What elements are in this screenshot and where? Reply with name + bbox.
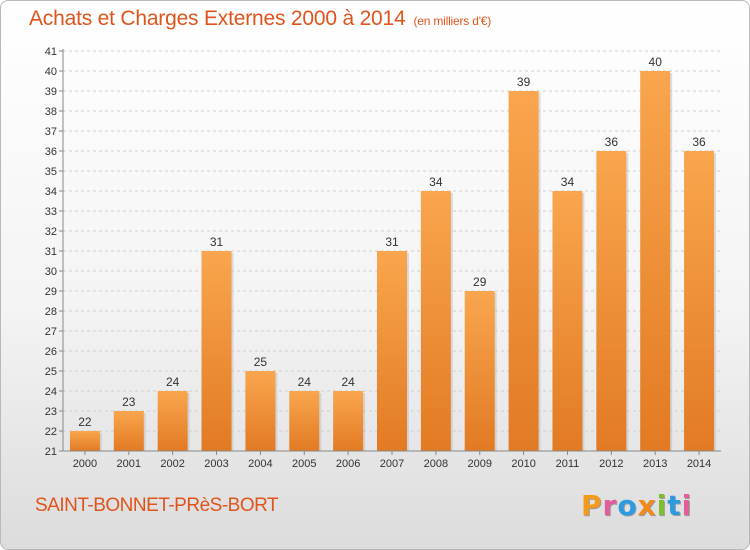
bar-value-label: 31 bbox=[385, 235, 399, 249]
bar-value-label: 31 bbox=[210, 235, 224, 249]
bar-2008[interactable] bbox=[420, 191, 451, 451]
bar-value-label: 36 bbox=[692, 135, 706, 149]
y-tick-label: 38 bbox=[45, 106, 57, 118]
y-tick-label: 36 bbox=[45, 146, 57, 158]
x-tick-label: 2011 bbox=[556, 458, 580, 470]
bar-value-label: 24 bbox=[298, 375, 312, 389]
y-tick-label: 30 bbox=[45, 266, 57, 278]
bar-2009[interactable] bbox=[464, 291, 495, 451]
bar-2001[interactable] bbox=[113, 411, 144, 451]
y-tick-label: 25 bbox=[45, 366, 57, 378]
y-tick-label: 32 bbox=[45, 226, 57, 238]
x-tick-label: 2014 bbox=[687, 458, 711, 470]
bar-2004[interactable] bbox=[245, 371, 276, 451]
bar-value-label: 29 bbox=[473, 275, 487, 289]
chart-title-text: Achats et Charges Externes 2000 à 2014 bbox=[29, 7, 406, 30]
bars: 22 23 24 31 25 24 24 31 34 29 39 34 36 40 36 bbox=[69, 55, 717, 451]
bar-2012[interactable] bbox=[596, 151, 627, 451]
bar-value-label: 23 bbox=[122, 395, 136, 409]
y-tick-label: 41 bbox=[45, 46, 57, 58]
y-tick-label: 37 bbox=[45, 126, 57, 138]
logo-letter: P bbox=[581, 489, 603, 522]
logo-letter: x bbox=[637, 489, 657, 522]
bar-2002[interactable] bbox=[157, 391, 188, 451]
bar-value-label: 24 bbox=[166, 375, 180, 389]
x-tick-label: 2002 bbox=[160, 458, 184, 470]
bar-2005[interactable] bbox=[289, 391, 320, 451]
logo-letter: r bbox=[602, 489, 618, 522]
x-tick-label: 2009 bbox=[467, 458, 491, 470]
logo-letter: o bbox=[617, 489, 638, 522]
y-tick-label: 33 bbox=[45, 206, 57, 218]
x-tick-label: 2000 bbox=[73, 458, 97, 470]
bar-2013[interactable] bbox=[640, 71, 671, 451]
bar-2006[interactable] bbox=[333, 391, 364, 451]
x-tick-label: 2005 bbox=[292, 458, 316, 470]
bar-value-label: 25 bbox=[254, 355, 268, 369]
bar-2010[interactable] bbox=[508, 91, 539, 451]
y-tick-label: 24 bbox=[45, 386, 57, 398]
x-tick-label: 2007 bbox=[380, 458, 404, 470]
chart-title: Achats et Charges Externes 2000 à 2014 (e… bbox=[29, 7, 491, 31]
logo-letter: i bbox=[656, 489, 668, 522]
y-tick-label: 39 bbox=[45, 86, 57, 98]
x-tick-label: 2012 bbox=[599, 458, 623, 470]
bar-2011[interactable] bbox=[552, 191, 583, 451]
y-tick-label: 34 bbox=[45, 186, 57, 198]
y-tick-label: 21 bbox=[45, 446, 57, 458]
bar-value-label: 36 bbox=[605, 135, 619, 149]
bar-2003[interactable] bbox=[201, 251, 232, 451]
y-tick-label: 23 bbox=[45, 406, 57, 418]
proxiti-logo[interactable]: Proxiti bbox=[581, 489, 692, 522]
bar-value-label: 39 bbox=[517, 75, 531, 89]
x-tick-label: 2003 bbox=[204, 458, 228, 470]
logo-letter: t bbox=[667, 489, 682, 522]
bar-2000[interactable] bbox=[69, 431, 100, 451]
city-name: SAINT-BONNET-PRèS-BORT bbox=[35, 495, 279, 516]
bar-value-label: 34 bbox=[429, 175, 443, 189]
y-tick-label: 27 bbox=[45, 326, 57, 338]
y-tick-label: 35 bbox=[45, 166, 57, 178]
bar-2014[interactable] bbox=[684, 151, 715, 451]
x-tick-label: 2006 bbox=[336, 458, 360, 470]
x-tick-label: 2013 bbox=[643, 458, 667, 470]
y-tick-label: 28 bbox=[45, 306, 57, 318]
axes: 21 22 23 24 25 26 27 28 29 30 31 32 33 34 35 36 37 38 39 40… bbox=[45, 46, 721, 470]
bar-value-label: 40 bbox=[649, 55, 663, 69]
bar-2007[interactable] bbox=[377, 251, 407, 451]
chart-subtitle: (en milliers d'€) bbox=[413, 14, 492, 28]
x-tick-label: 2010 bbox=[511, 458, 535, 470]
y-tick-label: 26 bbox=[45, 346, 57, 358]
y-tick-label: 29 bbox=[45, 286, 57, 298]
x-tick-label: 2001 bbox=[117, 458, 141, 470]
bar-value-label: 24 bbox=[341, 375, 355, 389]
bar-value-label: 22 bbox=[78, 415, 92, 429]
logo-letter: i bbox=[681, 489, 693, 522]
x-tick-label: 2004 bbox=[248, 458, 272, 470]
x-tick-label: 2008 bbox=[424, 458, 448, 470]
y-tick-label: 22 bbox=[45, 426, 57, 438]
y-tick-label: 31 bbox=[45, 246, 57, 258]
bar-value-label: 34 bbox=[561, 175, 575, 189]
y-tick-label: 40 bbox=[45, 66, 57, 78]
